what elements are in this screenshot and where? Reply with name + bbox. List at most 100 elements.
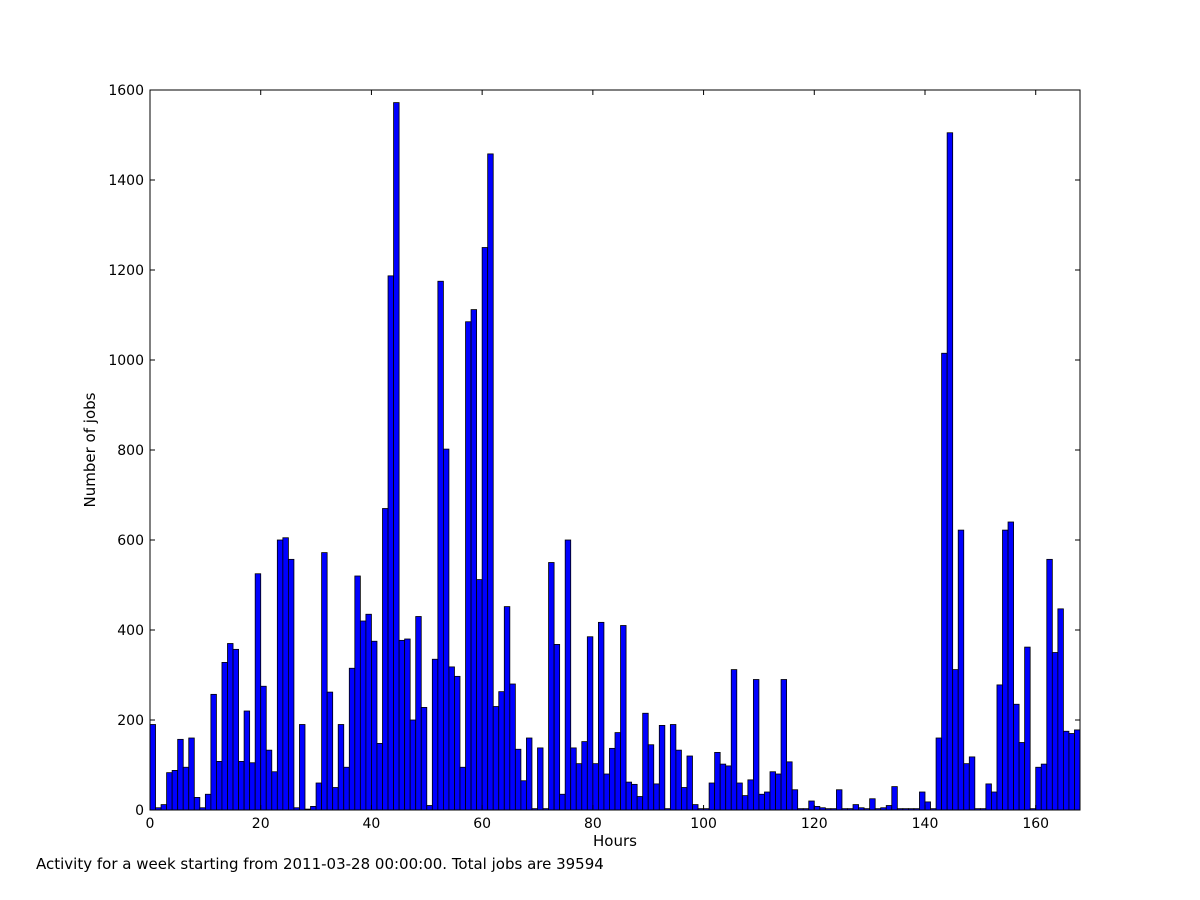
bar-hour-145 <box>952 669 959 811</box>
bar-hour-67 <box>520 780 527 811</box>
bar-hour-130 <box>869 798 876 811</box>
bar-hour-101 <box>708 782 716 811</box>
bar-hour-5 <box>177 738 184 811</box>
bar-hour-98 <box>692 804 699 811</box>
bar-hour-105 <box>730 669 738 811</box>
bar-hour-34 <box>337 724 345 811</box>
bar-hour-85 <box>620 625 627 811</box>
bar-hour-54 <box>448 666 455 811</box>
bar-hour-84 <box>614 732 621 811</box>
bar-hour-76 <box>570 747 577 811</box>
bar-hour-82 <box>603 773 610 811</box>
bar-hour-39 <box>365 613 372 811</box>
bar-hour-95 <box>675 749 682 811</box>
y-tick-label-0: 0 <box>135 803 144 819</box>
bar-hour-107 <box>741 795 749 811</box>
bar-hour-146 <box>957 529 965 811</box>
bar-hour-57 <box>465 321 472 811</box>
bar-hour-48 <box>415 616 422 811</box>
bar-hour-0 <box>149 724 156 811</box>
bar-hour-2 <box>160 804 168 811</box>
bar-hour-102 <box>714 752 721 811</box>
bar-hour-157 <box>1018 742 1026 811</box>
x-tick-label-160: 160 <box>1022 816 1049 832</box>
bar-hour-3 <box>166 772 173 811</box>
bar-hour-104 <box>725 765 732 811</box>
bar-hour-29 <box>310 806 317 811</box>
x-tick-label-100: 100 <box>690 816 717 832</box>
bar-hour-92 <box>658 725 666 811</box>
chart-caption: Activity for a week starting from 2011-0… <box>36 855 604 873</box>
bar-hour-16 <box>238 761 245 811</box>
bar-hour-12 <box>216 761 223 811</box>
bar-hour-60 <box>481 247 489 811</box>
bar-hour-70 <box>537 747 544 811</box>
bar-hour-133 <box>885 805 893 811</box>
bar-hour-8 <box>193 797 201 811</box>
ticks-group: 0 20 40 60 80 100 120 140 1600200400600800100012… <box>108 83 1080 832</box>
bar-hour-38 <box>359 620 367 811</box>
bar-hour-86 <box>625 781 633 811</box>
bar-hour-143 <box>941 352 948 811</box>
y-tick-label-200: 200 <box>117 713 144 729</box>
bar-hour-127 <box>852 804 859 811</box>
bar-hour-68 <box>526 737 533 811</box>
bar-hour-61 <box>487 153 494 811</box>
bar-hour-56 <box>459 766 466 811</box>
bar-hour-42 <box>382 508 389 811</box>
bar-hour-87 <box>631 783 638 811</box>
bar-hour-153 <box>996 684 1003 811</box>
bar-hour-17 <box>243 710 251 811</box>
bar-hour-25 <box>287 558 295 811</box>
bar-hour-160 <box>1035 766 1042 811</box>
bar-hour-78 <box>581 741 588 811</box>
bar-hour-18 <box>249 762 256 811</box>
bar-hour-27 <box>299 724 306 811</box>
bar-hour-79 <box>586 636 594 811</box>
bar-hour-41 <box>376 743 383 811</box>
bar-hour-103 <box>719 763 727 811</box>
bar-hour-112 <box>769 771 776 811</box>
bar-hour-62 <box>492 706 500 811</box>
bar-hour-108 <box>747 779 754 811</box>
y-tick-label-1600: 1600 <box>108 83 144 99</box>
bar-hour-55 <box>454 675 461 811</box>
y-tick-label-400: 400 <box>117 623 144 639</box>
bar-hour-45 <box>398 639 406 811</box>
bar-hour-53 <box>442 448 450 811</box>
x-tick-label-140: 140 <box>912 816 939 832</box>
x-tick-label-20: 20 <box>252 816 270 832</box>
bar-hour-167 <box>1074 729 1081 811</box>
plot-frame <box>149 89 1081 811</box>
x-tick-label-120: 120 <box>801 816 828 832</box>
bar-hour-43 <box>387 275 394 811</box>
bar-hour-47 <box>409 719 417 811</box>
bar-hour-40 <box>371 640 378 811</box>
bar-hour-20 <box>260 685 267 811</box>
bar-hour-52 <box>437 280 444 811</box>
bar-hour-142 <box>935 737 943 811</box>
bar-hour-65 <box>509 683 516 811</box>
bar-hour-59 <box>476 579 483 811</box>
bar-hour-44 <box>393 102 400 811</box>
y-tick-label-1200: 1200 <box>108 263 144 279</box>
bar-hour-4 <box>171 770 179 811</box>
bar-hour-75 <box>564 539 572 811</box>
bar-hour-74 <box>559 793 566 811</box>
bar-hour-49 <box>420 707 428 811</box>
x-tick-label-80: 80 <box>584 816 602 832</box>
bar-hour-32 <box>326 691 334 811</box>
x-tick-label-40: 40 <box>363 816 381 832</box>
x-axis-label: Hours <box>593 832 637 850</box>
y-axis-label: Number of jobs <box>81 392 99 507</box>
bar-hour-73 <box>553 644 561 811</box>
bar-hour-31 <box>321 552 328 811</box>
bar-hour-139 <box>919 791 926 811</box>
bar-hour-148 <box>968 756 976 811</box>
bar-hour-77 <box>575 763 583 811</box>
bar-hour-109 <box>752 679 760 811</box>
bar-hour-110 <box>758 793 765 811</box>
bar-hour-114 <box>780 679 788 811</box>
bar-hour-155 <box>1007 521 1014 811</box>
bar-hour-90 <box>647 744 655 811</box>
